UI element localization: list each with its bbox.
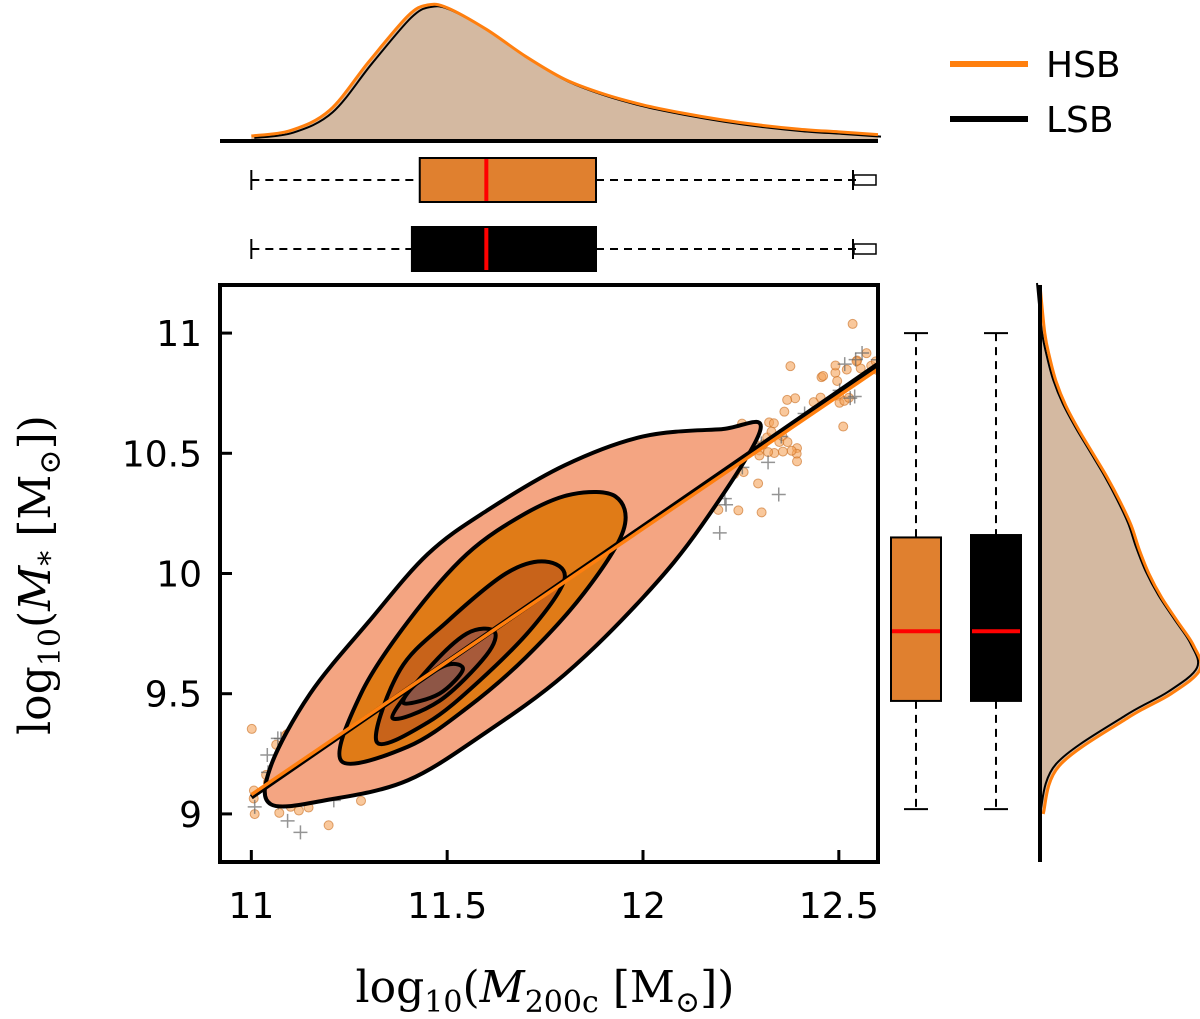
- box: [890, 536, 942, 702]
- box: [410, 226, 597, 272]
- y-boxplot-hsb: [890, 332, 942, 811]
- box: [970, 534, 1022, 702]
- hsb-scatter-point: [246, 723, 257, 734]
- lsb-scatter-point: [837, 357, 852, 372]
- lsb-scatter-point: [848, 352, 863, 367]
- x-density-hsb-line: [251, 2, 879, 138]
- hsb-fit-line: [250, 367, 878, 797]
- hsb-scatter-point: [830, 360, 841, 371]
- x-marginal-density: [220, 2, 882, 143]
- hsb-scatter-point: [355, 795, 366, 806]
- y-density-lsb-line: [1036, 282, 1200, 813]
- hsb-scatter-point: [763, 447, 774, 458]
- x-boxplot-lsb: [250, 226, 877, 272]
- hsb-scatter-point: [838, 421, 849, 432]
- hsb-scatter-point: [779, 406, 790, 417]
- outlier-marks: [853, 243, 877, 255]
- hsb-scatter-point: [785, 361, 796, 372]
- lsb-scatter-point: [260, 747, 275, 762]
- fit-lines: [249, 362, 878, 800]
- y-density-hsb-line: [1038, 284, 1200, 815]
- hsb-scatter-point: [782, 394, 793, 405]
- lsb-scatter-point: [712, 525, 727, 540]
- box: [418, 157, 597, 203]
- lsb-scatter-point: [280, 813, 295, 828]
- hsb-scatter-point: [274, 807, 285, 818]
- hsb-scatter-point: [786, 445, 797, 456]
- x-tick-label: 12.5: [799, 886, 879, 927]
- lsb-scatter-point: [247, 799, 262, 814]
- lsb-scatter-point: [293, 825, 308, 840]
- legend: HSB LSB: [950, 45, 1121, 141]
- lsb-scatter-point: [771, 487, 786, 502]
- hsb-scatter-point: [847, 318, 858, 329]
- y-tick-label: 9: [179, 795, 202, 836]
- x-boxplot-hsb: [250, 157, 877, 203]
- y-density-fill: [1040, 285, 1200, 814]
- y-boxplot-lsb: [970, 332, 1022, 811]
- y-marginal-boxplots: [890, 332, 1022, 811]
- legend-hsb-label: HSB: [1046, 45, 1121, 86]
- hsb-scatter-point: [832, 375, 843, 386]
- lsb-scatter-point: [843, 391, 858, 406]
- y-marginal-density: [1036, 282, 1200, 862]
- x-marginal-boxplots: [250, 157, 877, 272]
- y-axis-ticks: 9 9.5 10 10.5 11: [122, 314, 232, 836]
- lsb-scatter-point: [719, 497, 734, 512]
- x-tick-label: 11: [228, 886, 274, 927]
- lsb-scatter-point: [761, 455, 776, 470]
- x-tick-label: 12: [620, 886, 666, 927]
- lsb-scatter-point: [855, 346, 870, 361]
- legend-lsb-label: LSB: [1046, 100, 1114, 141]
- y-tick-label: 10.5: [122, 434, 202, 475]
- x-tick-label: 11.5: [407, 886, 487, 927]
- hsb-scatter-point: [851, 356, 862, 367]
- main-scatter-panel: 11 11.5 12 12.5 9 9.5 10 10.5 11: [122, 283, 880, 927]
- hsb-scatter-point: [790, 393, 801, 404]
- hsb-scatter-point: [323, 820, 334, 831]
- x-axis-ticks: 11 11.5 12 12.5: [228, 850, 879, 927]
- hsb-scatter-point: [756, 507, 767, 518]
- x-axis-label: log10(M200c [M⊙]): [356, 962, 735, 1019]
- y-tick-label: 11: [156, 314, 202, 355]
- outlier-marks: [853, 174, 877, 186]
- hsb-scatter-point: [777, 446, 788, 457]
- y-axis-label: log10(M* [M⊙]): [10, 415, 68, 735]
- y-tick-label: 9.5: [145, 675, 202, 716]
- hsb-scatter-point: [841, 364, 852, 375]
- hsb-scatter-point: [768, 418, 779, 429]
- hsb-scatter-point: [792, 456, 803, 467]
- hsb-scatter-point: [782, 437, 793, 448]
- x-density-fill: [251, 4, 879, 141]
- y-tick-label: 10: [156, 555, 202, 596]
- hsb-scatter-point: [818, 370, 829, 381]
- hsb-scatter-point: [753, 478, 764, 489]
- hsb-scatter-point: [733, 505, 744, 516]
